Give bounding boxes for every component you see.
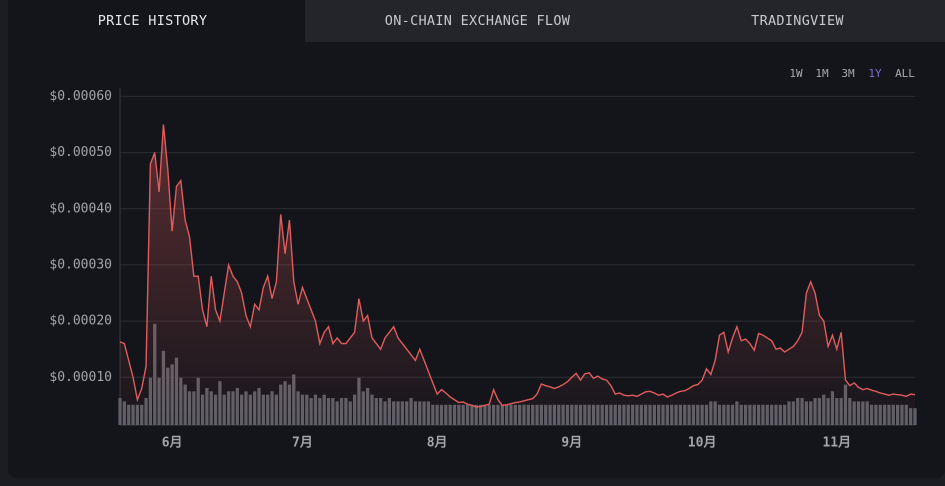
tab[interactable]: TRADINGVIEW bbox=[650, 0, 945, 42]
y-tick-label: $0.00040 bbox=[49, 201, 112, 216]
range-button[interactable]: 3M bbox=[841, 67, 855, 80]
tab[interactable]: PRICE HISTORY bbox=[8, 0, 305, 42]
y-tick-label: $0.00010 bbox=[49, 370, 112, 385]
range-button[interactable]: 1W bbox=[789, 67, 803, 80]
x-tick-label: 10月 bbox=[688, 436, 717, 451]
range-button[interactable]: 1Y bbox=[868, 67, 882, 80]
y-tick-label: $0.00030 bbox=[49, 257, 112, 272]
y-tick-label: $0.00050 bbox=[49, 145, 112, 160]
price-area bbox=[120, 124, 915, 425]
x-tick-label: 8月 bbox=[427, 436, 448, 451]
price-line bbox=[119, 124, 916, 408]
y-tick-label: $0.00060 bbox=[49, 89, 112, 104]
range-button[interactable]: ALL bbox=[895, 67, 915, 80]
y-tick-label: $0.00020 bbox=[49, 314, 112, 329]
range-button[interactable]: 1M bbox=[815, 67, 829, 80]
x-tick-label: 9月 bbox=[561, 436, 582, 451]
tab[interactable]: ON-CHAIN EXCHANGE FLOW bbox=[305, 0, 650, 42]
x-tick-label: 11月 bbox=[822, 436, 851, 451]
x-tick-label: 7月 bbox=[292, 436, 313, 451]
x-tick-label: 6月 bbox=[162, 436, 183, 451]
